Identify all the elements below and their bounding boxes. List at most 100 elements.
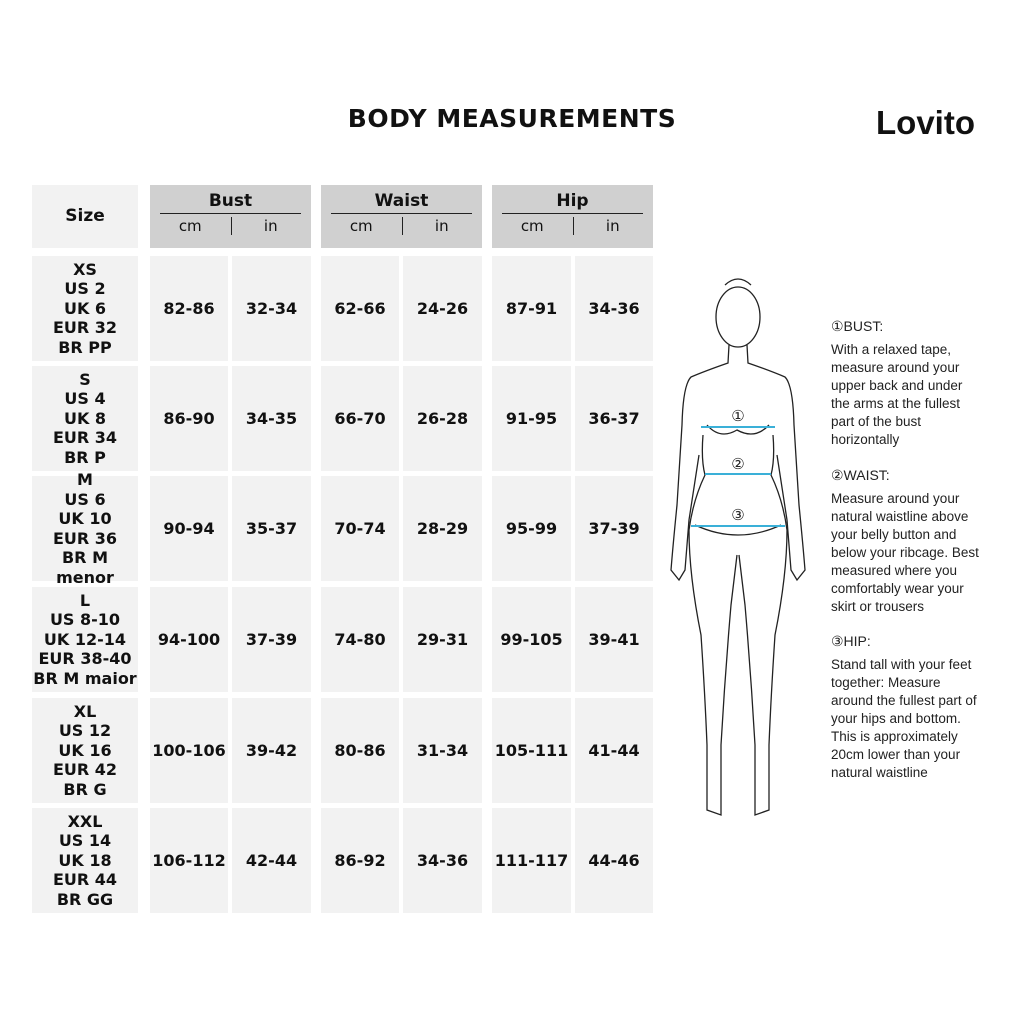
unit-label: in — [605, 217, 620, 235]
size-label: L — [79, 590, 91, 610]
size-label: XS — [73, 259, 97, 279]
measurement-cell: 86-92 — [321, 808, 399, 913]
guide-text-line: This is approximately — [831, 729, 958, 744]
guide-heading: ②WAIST: — [831, 467, 890, 483]
measurement-cell: 91-95 — [492, 366, 571, 471]
size-label: BR M menor — [56, 548, 114, 587]
measurement-cell: 90-94 — [150, 476, 228, 581]
brand-logo: Lovito — [876, 104, 975, 141]
size-label: UK 16 — [58, 740, 112, 760]
measurement-cell: 95-99 — [492, 476, 571, 581]
measurement-cell: 37-39 — [232, 587, 311, 692]
measurement-cell: 42-44 — [232, 808, 311, 913]
size-label: BR GG — [56, 889, 114, 909]
measurement-cell: 32-34 — [232, 256, 311, 361]
unit-separator — [572, 217, 574, 235]
guide-text-line: Stand tall with your feet — [831, 657, 972, 672]
measurement-cell: 44-46 — [575, 808, 653, 913]
measurement-cell: 34-36 — [403, 808, 482, 913]
size-label: EUR 42 — [52, 760, 118, 780]
guide-text-line: natural waistline — [831, 765, 928, 780]
measurement-cell: 105-111 — [492, 698, 571, 803]
measurement-cell: 41-44 — [575, 698, 653, 803]
measurement-cell: 26-28 — [403, 366, 482, 471]
measurement-cell: 34-35 — [232, 366, 311, 471]
guide-text-line: your belly button and — [831, 527, 957, 542]
guide-section-0: ①BUST: With a relaxed tape, measure around… — [831, 317, 962, 449]
guide-text-line: 20cm lower than your — [831, 747, 961, 762]
guide-text-line: below your ribcage. Best — [831, 545, 979, 560]
size-label: BR P — [64, 447, 106, 467]
guide-text-line: natural waistline above — [831, 509, 969, 524]
measurement-cell: 106-112 — [150, 808, 228, 913]
guide-section-2: ③HIP: Stand tall with your feet together: … — [831, 632, 977, 782]
header-group-bust: Bust cm in — [150, 185, 311, 248]
measurement-cell: 87-91 — [492, 256, 571, 361]
guide-section-1: ②WAIST: Measure around your natural waistl… — [831, 466, 979, 616]
guide-text-line: horizontally — [831, 432, 900, 447]
measurement-cell: 66-70 — [321, 366, 399, 471]
header-divider — [331, 213, 472, 214]
size-label: EUR 44 — [52, 870, 118, 890]
size-label: EUR 36 — [52, 528, 118, 548]
guide-heading: ③HIP: — [831, 633, 871, 649]
size-label: US 14 — [58, 831, 112, 851]
size-cell: L US 8-10 UK 12-14 EUR 38-40 BR M maior — [32, 587, 138, 692]
size-cell: XL US 12 UK 16 EUR 42 BR G — [32, 698, 138, 803]
guide-text-line: comfortably wear your — [831, 581, 964, 596]
measurement-cell: 35-37 — [232, 476, 311, 581]
guide-heading: ①BUST: — [831, 318, 884, 334]
measurement-cell: 74-80 — [321, 587, 399, 692]
measurement-cell: 70-74 — [321, 476, 399, 581]
size-header: Size — [32, 185, 138, 248]
size-label: EUR 38-40 — [38, 649, 132, 669]
size-label: US 8-10 — [49, 610, 121, 630]
measurement-cell: 37-39 — [575, 476, 653, 581]
size-label: US 12 — [58, 721, 112, 741]
header-group-hip: Hip cm in — [492, 185, 653, 248]
measurement-cell: 94-100 — [150, 587, 228, 692]
guide-text-line: measured where you — [831, 563, 958, 578]
measurement-cell: 39-41 — [575, 587, 653, 692]
size-label: M — [77, 470, 93, 489]
hip-marker: ③ — [731, 506, 744, 524]
measurement-cell: 80-86 — [321, 698, 399, 803]
unit-separator — [230, 217, 232, 235]
size-label: UK 18 — [58, 850, 112, 870]
group-label: Bust — [208, 191, 253, 211]
measurement-cell: 28-29 — [403, 476, 482, 581]
guide-text-line: together: Measure — [831, 675, 941, 690]
measurement-cell: 31-34 — [403, 698, 482, 803]
size-label: US 4 — [64, 389, 106, 409]
measurement-cell: 100-106 — [150, 698, 228, 803]
size-label: XL — [73, 701, 97, 721]
size-label: US 2 — [64, 279, 106, 299]
header-divider — [160, 213, 301, 214]
waist-marker: ② — [731, 455, 744, 473]
guide-text-line: upper back and under — [831, 378, 963, 393]
measurement-cell: 99-105 — [492, 587, 571, 692]
size-label: EUR 32 — [52, 318, 118, 338]
measurement-cell: 34-36 — [575, 256, 653, 361]
size-label: BR M maior — [33, 668, 137, 688]
group-label: Hip — [556, 191, 589, 211]
size-label: UK 8 — [63, 408, 107, 428]
page-title: BODY MEASUREMENTS — [347, 104, 677, 133]
header-divider — [502, 213, 643, 214]
header-group-waist: Waist cm in — [321, 185, 482, 248]
size-cell: XS US 2 UK 6 EUR 32 BR PP — [32, 256, 138, 361]
unit-label: cm — [349, 217, 373, 235]
unit-label: in — [263, 217, 278, 235]
unit-label: cm — [178, 217, 202, 235]
guide-text-line: around the fullest part of — [831, 693, 977, 708]
size-label: UK 10 — [58, 509, 112, 528]
guide-text-line: measure around your — [831, 360, 960, 375]
measurement-cell: 29-31 — [403, 587, 482, 692]
measurement-cell: 24-26 — [403, 256, 482, 361]
size-label: UK 6 — [63, 298, 107, 318]
measurement-cell: 111-117 — [492, 808, 571, 913]
size-label: UK 12-14 — [43, 629, 127, 649]
measurement-cell: 36-37 — [575, 366, 653, 471]
guide-text-line: With a relaxed tape, — [831, 342, 952, 357]
measurement-cell: 82-86 — [150, 256, 228, 361]
